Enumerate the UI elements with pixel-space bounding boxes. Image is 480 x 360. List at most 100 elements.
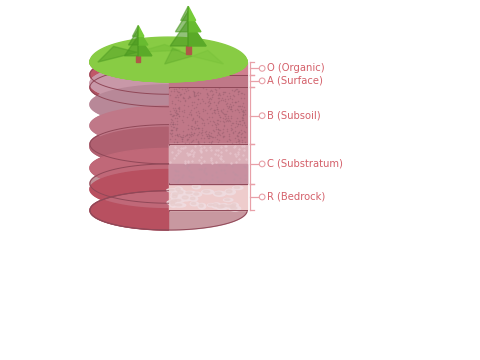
Ellipse shape	[216, 205, 228, 210]
Point	[202, 153, 210, 159]
Point	[241, 164, 249, 170]
Polygon shape	[90, 42, 247, 82]
Point	[188, 147, 196, 153]
Point	[177, 91, 184, 96]
Point	[181, 149, 189, 154]
Point	[228, 131, 236, 136]
Point	[191, 93, 198, 99]
Point	[172, 158, 180, 164]
Point	[173, 116, 181, 121]
Point	[168, 127, 176, 132]
Point	[220, 158, 228, 164]
Ellipse shape	[192, 184, 201, 189]
Point	[241, 177, 249, 183]
Point	[229, 170, 237, 175]
Polygon shape	[90, 67, 168, 164]
Point	[168, 117, 175, 123]
Point	[183, 86, 191, 91]
Point	[187, 174, 195, 180]
Point	[174, 160, 181, 166]
Point	[188, 138, 196, 144]
Point	[192, 170, 199, 175]
Point	[182, 88, 190, 94]
Point	[214, 100, 222, 105]
Point	[223, 103, 230, 108]
Point	[239, 108, 246, 113]
Point	[213, 121, 220, 126]
Point	[173, 121, 180, 127]
Point	[182, 132, 190, 138]
Ellipse shape	[190, 202, 198, 206]
Point	[224, 138, 231, 144]
Point	[187, 148, 194, 153]
Point	[209, 134, 217, 140]
Point	[228, 163, 236, 168]
Point	[210, 99, 217, 105]
Point	[215, 91, 223, 96]
Point	[228, 106, 235, 112]
Point	[206, 180, 214, 185]
Point	[202, 147, 210, 152]
Point	[173, 118, 180, 124]
Point	[204, 116, 211, 122]
Polygon shape	[168, 164, 247, 184]
Point	[214, 117, 222, 122]
Point	[173, 139, 181, 145]
Point	[231, 87, 239, 93]
Point	[223, 128, 231, 134]
Point	[168, 133, 175, 139]
Point	[235, 138, 242, 144]
Point	[231, 135, 239, 141]
Text: C (Substratum): C (Substratum)	[267, 159, 343, 169]
Point	[174, 172, 182, 177]
Point	[240, 134, 248, 140]
Point	[187, 157, 194, 163]
Point	[173, 88, 181, 94]
Ellipse shape	[171, 194, 180, 199]
Point	[223, 109, 231, 114]
Point	[215, 121, 222, 127]
Point	[187, 107, 195, 113]
Point	[214, 126, 221, 132]
Point	[212, 87, 220, 93]
Point	[235, 154, 242, 160]
Point	[219, 97, 227, 103]
Point	[184, 172, 192, 177]
Point	[180, 109, 188, 114]
Point	[181, 159, 189, 165]
Point	[202, 171, 210, 177]
Point	[207, 162, 215, 168]
Point	[175, 172, 183, 178]
Point	[185, 162, 192, 168]
Ellipse shape	[232, 204, 236, 206]
Point	[172, 168, 180, 174]
Point	[241, 108, 249, 113]
Point	[197, 149, 204, 154]
Point	[207, 147, 215, 153]
Polygon shape	[168, 144, 247, 164]
Point	[229, 92, 237, 98]
Point	[191, 89, 198, 95]
Point	[189, 138, 197, 143]
Point	[203, 159, 210, 165]
Point	[234, 103, 242, 109]
Point	[225, 163, 233, 169]
Polygon shape	[138, 36, 152, 56]
Point	[172, 125, 180, 131]
Point	[214, 129, 222, 135]
Ellipse shape	[225, 199, 230, 201]
Ellipse shape	[194, 193, 199, 195]
Point	[232, 161, 240, 167]
Point	[235, 170, 243, 175]
Point	[197, 174, 204, 179]
Point	[190, 91, 197, 96]
Polygon shape	[90, 64, 168, 124]
Point	[233, 132, 240, 138]
Point	[178, 118, 186, 123]
Point	[168, 100, 176, 106]
Point	[171, 105, 179, 111]
Point	[187, 109, 194, 115]
Point	[171, 94, 179, 100]
Point	[208, 122, 216, 128]
Polygon shape	[90, 42, 168, 103]
